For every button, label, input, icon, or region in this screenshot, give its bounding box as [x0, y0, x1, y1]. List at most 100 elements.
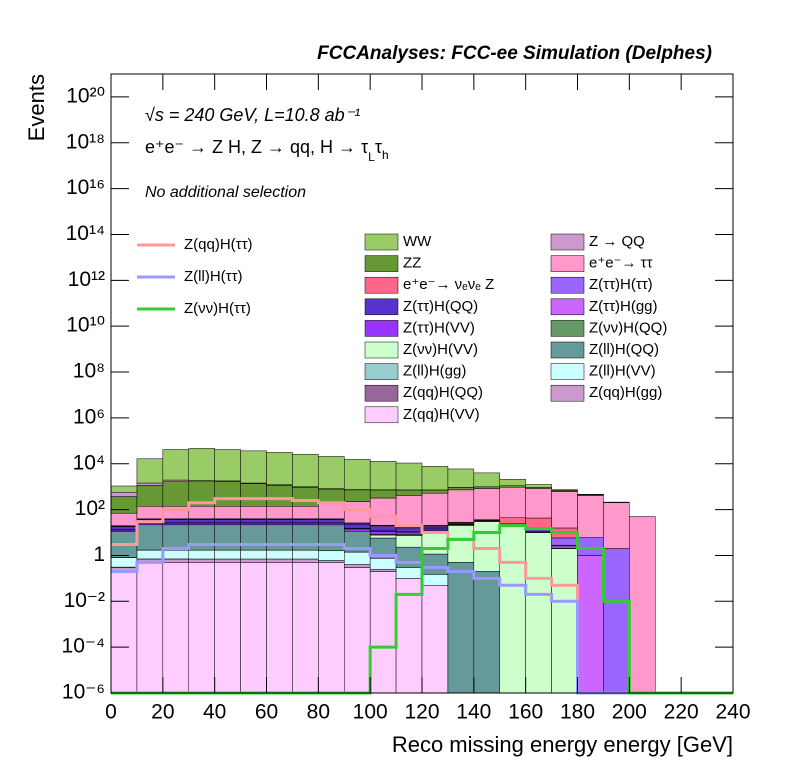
- histogram-bar: [474, 473, 500, 487]
- histogram-bar: [422, 531, 448, 554]
- histogram-bar: [370, 490, 396, 498]
- histogram-bar: [448, 487, 474, 489]
- histogram-bar: [552, 549, 578, 693]
- histogram-bar: [396, 536, 422, 547]
- histogram-bar: [215, 520, 241, 523]
- legend-label: Z(qq)H(QQ): [403, 384, 483, 401]
- histogram-bar: [474, 522, 500, 572]
- histogram-bar: [241, 550, 267, 559]
- histogram-bar: [292, 487, 318, 506]
- histogram-bar: [318, 520, 344, 523]
- legend-swatch: [551, 385, 584, 401]
- histogram-bar: [215, 525, 241, 550]
- histogram-bar: [215, 523, 241, 525]
- histogram-bar: [189, 506, 215, 519]
- histogram-bar: [137, 562, 163, 693]
- histogram-bar: [422, 527, 448, 529]
- legend-swatch: [365, 234, 398, 250]
- y-tick-label: 10⁶: [73, 405, 105, 428]
- histogram-bar: [292, 525, 318, 550]
- histogram-bar: [189, 550, 215, 559]
- histogram-bar: [578, 496, 604, 538]
- histogram-bar: [137, 483, 163, 485]
- histogram-bar: [137, 525, 163, 550]
- histogram-bar: [292, 523, 318, 525]
- legend-label: Z(νν)H(VV): [403, 341, 478, 358]
- y-tick-label: 10²⁰: [66, 84, 105, 107]
- y-tick-label: 1: [93, 543, 105, 566]
- x-tick-label: 140: [456, 701, 491, 724]
- histogram-bar: [137, 459, 163, 483]
- y-tick-label: 10¹⁰: [66, 314, 105, 337]
- histogram-bar: [267, 559, 293, 562]
- histogram-bar: [422, 466, 448, 490]
- histogram-bar: [318, 456, 344, 488]
- histogram-bar: [163, 523, 189, 525]
- legend-swatch: [365, 299, 398, 315]
- histogram-bar: [137, 550, 163, 559]
- histogram-bar: [292, 506, 318, 519]
- legend-label: Z → QQ: [589, 233, 645, 250]
- histogram-bar: [137, 485, 163, 506]
- histogram-bar: [111, 571, 137, 693]
- legend-swatch: [551, 364, 584, 380]
- legend-label: WW: [403, 233, 432, 250]
- x-tick-label: 120: [404, 701, 439, 724]
- y-tick-label: 10⁴: [73, 451, 105, 474]
- histogram-bar: [292, 520, 318, 523]
- histogram-bar: [396, 547, 422, 567]
- x-tick-label: 60: [255, 701, 278, 724]
- legend-swatch: [365, 385, 398, 401]
- histogram-bar: [370, 498, 396, 525]
- legend-swatch: [551, 320, 584, 336]
- legend-swatch: [365, 320, 398, 336]
- histogram-bar: [578, 538, 604, 556]
- legend-label: Z(ττ)H(gg): [589, 298, 658, 315]
- histogram-bar: [422, 574, 448, 585]
- histogram-bar: [111, 558, 137, 568]
- histogram-bar: [344, 501, 370, 522]
- x-tick-label: 180: [560, 701, 595, 724]
- histogram-bar: [267, 520, 293, 523]
- histogram-bar: [163, 520, 189, 523]
- histogram-bar: [370, 571, 396, 693]
- legend-label: Z(ττ)H(ττ): [589, 276, 653, 293]
- histogram-bar: [111, 530, 137, 532]
- annotation: No additional selection: [145, 184, 306, 201]
- histogram-bar: [318, 489, 344, 503]
- histogram-bar: [526, 533, 552, 693]
- histogram-bar: [526, 488, 552, 518]
- histogram-bar: [422, 554, 448, 574]
- histogram-bar: [396, 490, 422, 495]
- histogram-bar: [344, 529, 370, 531]
- histogram-bar: [318, 503, 344, 519]
- histogram-bar: [474, 571, 500, 693]
- x-tick-label: 80: [307, 701, 330, 724]
- histogram-bar: [163, 559, 189, 562]
- histogram-bar: [578, 555, 604, 693]
- histogram-bar: [292, 562, 318, 693]
- process-part: h: [382, 148, 389, 162]
- histogram-bar: [163, 525, 189, 550]
- histogram-bar: [318, 562, 344, 693]
- y-tick-label: 10¹⁸: [66, 130, 105, 153]
- histogram-bar: [241, 559, 267, 562]
- legend-label: Z(ττ)H(VV): [403, 319, 475, 336]
- legend-swatch: [365, 364, 398, 380]
- histogram-bar: [370, 558, 396, 569]
- legend-label: Z(ll)H(VV): [589, 363, 656, 380]
- histogram-bar: [344, 459, 370, 489]
- legend-label: Z(qq)H(gg): [589, 384, 662, 401]
- legend-swatch: [365, 277, 398, 293]
- histogram-bar: [344, 567, 370, 693]
- histogram-bar: [111, 526, 137, 529]
- histogram-bar: [448, 469, 474, 487]
- histogram-bar: [344, 490, 370, 502]
- histogram-bar: [500, 479, 526, 485]
- legend-swatch: [551, 234, 584, 250]
- histogram-bar: [267, 550, 293, 559]
- histogram-bar: [267, 485, 293, 506]
- y-tick-label: 10²: [75, 497, 105, 520]
- histogram-bar: [292, 454, 318, 487]
- x-tick-label: 240: [715, 701, 750, 724]
